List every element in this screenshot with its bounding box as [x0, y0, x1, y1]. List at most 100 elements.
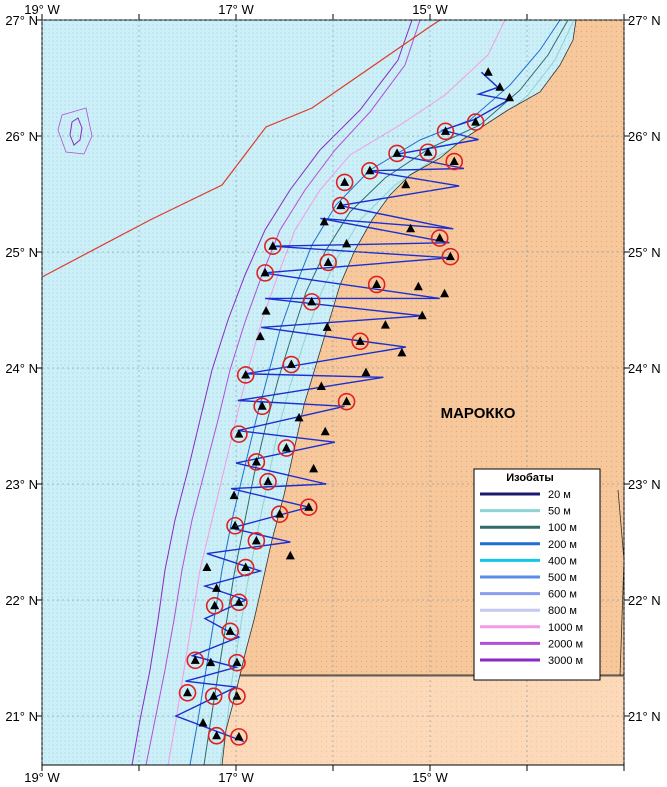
station-triangle [241, 369, 251, 379]
island [69, 117, 83, 146]
station-circle [441, 247, 460, 266]
legend-label: 400 м [548, 555, 577, 567]
isobath-1000 [167, 20, 506, 765]
station-triangle [257, 401, 267, 410]
station-circle [419, 143, 437, 162]
station-circle [221, 622, 239, 641]
station-triangle [232, 691, 242, 700]
station-triangle [372, 279, 382, 288]
station-triangle [234, 429, 244, 438]
station-triangle [268, 241, 278, 250]
station-circle [361, 162, 379, 180]
station-triangle [417, 310, 427, 320]
station-triangle [281, 443, 291, 452]
station-triangle [342, 396, 352, 406]
station-triangle [441, 126, 451, 135]
station-circle [204, 687, 223, 706]
lat-tick-26n-right: 26° N [628, 129, 661, 144]
legend-label: 20 м [548, 489, 571, 501]
station-triangle [336, 200, 346, 210]
station-triangle [209, 691, 219, 700]
lon-tick-17w-top: 17° W [218, 2, 254, 17]
lat-tick-22n-right: 22° N [628, 593, 661, 608]
legend-label: 3000 м [548, 655, 583, 667]
station-triangle [275, 509, 285, 518]
station-circle [445, 152, 464, 171]
station-triangle [198, 717, 208, 727]
station-circle [247, 532, 266, 550]
lat-tick-21n-right: 21° N [628, 709, 661, 724]
station-circle [430, 229, 449, 247]
lat-tick-27n-left: 27° N [5, 13, 38, 28]
station-triangle [392, 148, 402, 157]
station-circle [226, 516, 244, 535]
lat-tick-21n-left: 21° N [5, 709, 38, 724]
lon-tick-19w-top: 19° W [24, 2, 60, 17]
station-triangle [232, 657, 242, 667]
lon-tick-15w-top: 15° W [412, 2, 448, 17]
station-triangle [285, 550, 295, 560]
legend-label: 500 м [548, 572, 577, 584]
eez-boundary [42, 20, 441, 278]
station-circle [337, 392, 356, 411]
station-triangle [316, 381, 326, 391]
station-triangle [206, 657, 216, 667]
station-triangle [320, 426, 330, 436]
station-triangle [202, 562, 212, 572]
lat-tick-27n-right: 27° N [628, 13, 661, 28]
station-circle [436, 122, 455, 141]
station-triangle [323, 257, 333, 266]
station-triangle [183, 687, 192, 697]
border-line-east [617, 489, 624, 677]
station-triangle [251, 456, 261, 466]
legend: Изобаты 20 м 50 м 100 м 200 м 400 м 500 м 600 … [473, 468, 601, 681]
station-triangle [449, 156, 459, 166]
lon-labels-bottom: 19° W 17° W 15° W [24, 770, 448, 785]
lat-tick-24n-left: 24° N [5, 361, 38, 376]
station-triangle [251, 535, 261, 545]
lon-tick-17w-bottom: 17° W [218, 770, 254, 785]
station-triangle [294, 412, 304, 422]
station-circle [319, 253, 337, 272]
station-triangle [229, 490, 239, 500]
station-triangle [225, 626, 235, 635]
station-circle [186, 651, 205, 670]
isobath-2000 [145, 20, 421, 765]
lon-tick-15w-bottom: 15° W [412, 770, 448, 785]
station-triangle [190, 655, 200, 664]
legend-label: 50 м [548, 506, 571, 518]
station-triangle [361, 367, 371, 377]
station-circle [388, 144, 406, 163]
station-triangle [234, 731, 244, 741]
legend-label: 200 м [548, 539, 577, 551]
lat-labels-right: 27° N 26° N 25° N 24° N 23° N 22° N 21° … [628, 13, 661, 724]
lat-tick-23n-left: 23° N [5, 477, 38, 492]
station-triangle [255, 331, 265, 341]
station-triangle [212, 730, 222, 740]
station-triangle [406, 223, 416, 233]
station-triangle [234, 597, 244, 606]
station-triangle [212, 583, 222, 592]
station-triangle [286, 359, 296, 369]
legend-label: 100 м [548, 522, 577, 534]
station-circle [367, 275, 386, 294]
station-circle [178, 683, 197, 702]
station-circle [264, 237, 282, 255]
country-label-morocco: МАРОККО [441, 405, 516, 422]
station-circle [256, 264, 274, 282]
station-circle [277, 439, 296, 457]
lat-tick-26n-left: 26° N [5, 129, 38, 144]
station-triangle [260, 267, 270, 277]
lat-tick-22n-left: 22° N [5, 593, 38, 608]
land-mauritania [221, 674, 624, 765]
station-triangle [495, 82, 505, 91]
lat-tick-25n-left: 25° N [5, 245, 38, 260]
station-circle [230, 425, 248, 443]
station-circle [335, 173, 354, 192]
station-triangle [309, 463, 319, 473]
station-circle [236, 366, 255, 384]
station-circle [466, 113, 485, 131]
station-triangle [471, 117, 481, 126]
station-circle [228, 687, 246, 706]
station-triangle [319, 216, 329, 226]
